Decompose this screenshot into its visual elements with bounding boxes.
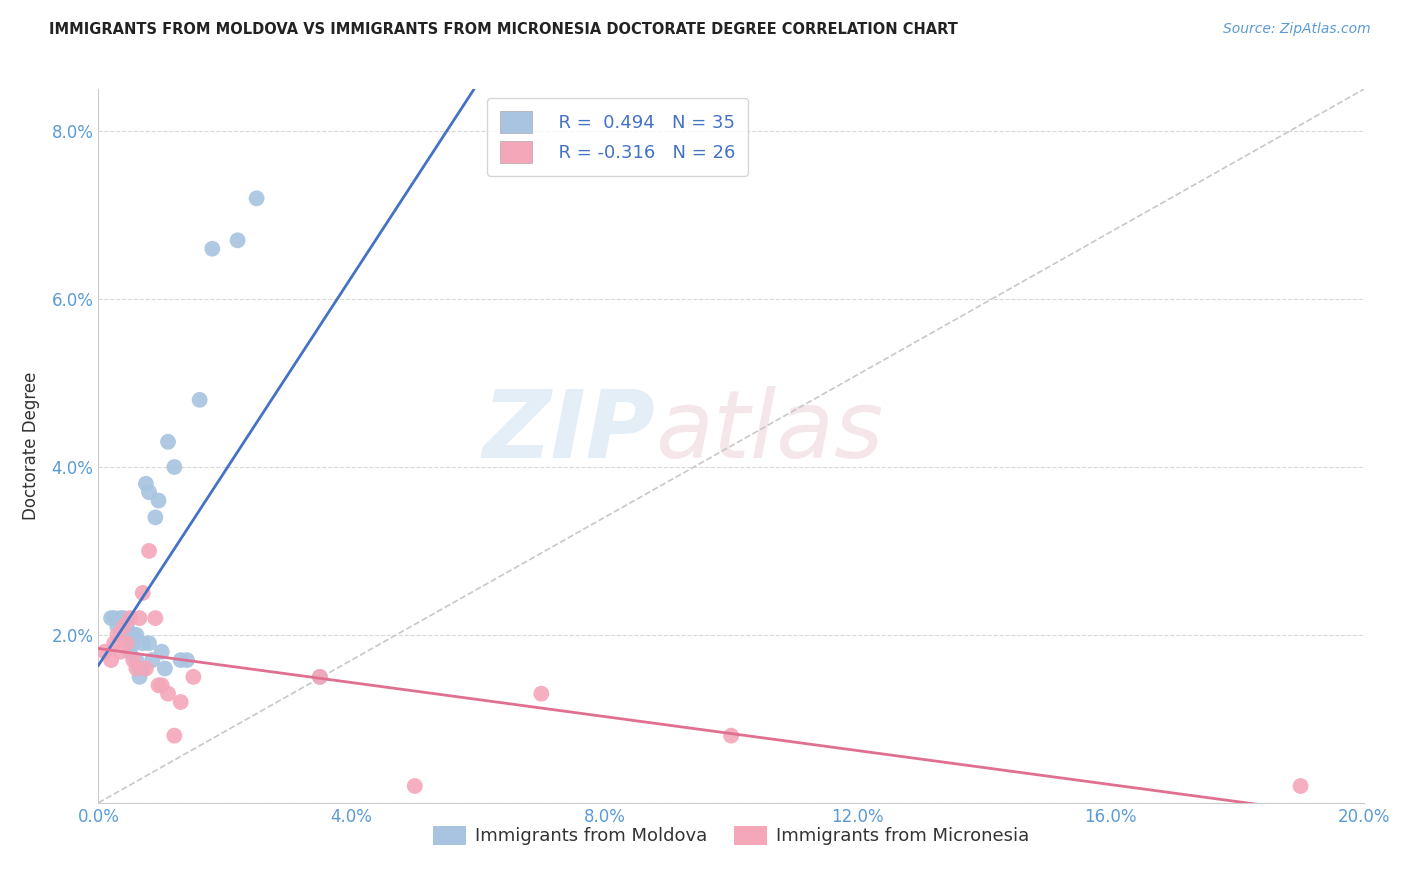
Point — [138, 636, 160, 650]
Point — [404, 779, 426, 793]
Point — [183, 670, 205, 684]
Text: IMMIGRANTS FROM MOLDOVA VS IMMIGRANTS FROM MICRONESIA DOCTORATE DEGREE CORRELATI: IMMIGRANTS FROM MOLDOVA VS IMMIGRANTS FR… — [49, 22, 957, 37]
Point — [163, 460, 186, 475]
Point — [720, 729, 742, 743]
Point — [125, 628, 148, 642]
Point — [110, 645, 132, 659]
Point — [132, 586, 155, 600]
Point — [112, 611, 135, 625]
Point — [138, 544, 160, 558]
Point — [100, 653, 122, 667]
Point — [163, 729, 186, 743]
Point — [103, 636, 125, 650]
Point — [157, 434, 180, 449]
Point — [1289, 779, 1312, 793]
Point — [110, 611, 132, 625]
Point — [169, 695, 191, 709]
Point — [112, 619, 135, 633]
Point — [148, 678, 170, 692]
Point — [188, 392, 211, 407]
Point — [128, 661, 150, 675]
Text: atlas: atlas — [655, 386, 883, 477]
Text: ZIP: ZIP — [482, 385, 655, 478]
Point — [309, 670, 332, 684]
Point — [138, 485, 160, 500]
Point — [125, 653, 148, 667]
Point — [122, 636, 145, 650]
Point — [150, 645, 173, 659]
Point — [169, 653, 191, 667]
Point — [246, 191, 269, 205]
Y-axis label: Doctorate Degree: Doctorate Degree — [22, 372, 41, 520]
Point — [120, 636, 141, 650]
Point — [120, 645, 141, 659]
Point — [132, 661, 155, 675]
Point — [176, 653, 198, 667]
Point — [145, 510, 166, 524]
Point — [141, 653, 163, 667]
Point — [145, 611, 166, 625]
Point — [135, 661, 157, 675]
Point — [100, 611, 122, 625]
Point — [93, 645, 117, 659]
Point — [157, 687, 180, 701]
Point — [103, 611, 125, 625]
Point — [112, 628, 135, 642]
Point — [530, 687, 553, 701]
Point — [115, 619, 138, 633]
Point — [122, 653, 145, 667]
Point — [226, 233, 249, 247]
Point — [309, 670, 332, 684]
Point — [153, 661, 176, 675]
Point — [132, 636, 155, 650]
Point — [115, 628, 138, 642]
Point — [128, 670, 150, 684]
Legend: Immigrants from Moldova, Immigrants from Micronesia: Immigrants from Moldova, Immigrants from… — [425, 817, 1038, 855]
Point — [107, 628, 129, 642]
Point — [150, 678, 173, 692]
Point — [135, 476, 157, 491]
Point — [148, 493, 170, 508]
Point — [115, 636, 138, 650]
Point — [128, 611, 150, 625]
Point — [122, 628, 145, 642]
Point — [120, 611, 141, 625]
Point — [125, 661, 148, 675]
Text: Source: ZipAtlas.com: Source: ZipAtlas.com — [1223, 22, 1371, 37]
Point — [107, 619, 129, 633]
Point — [201, 242, 224, 256]
